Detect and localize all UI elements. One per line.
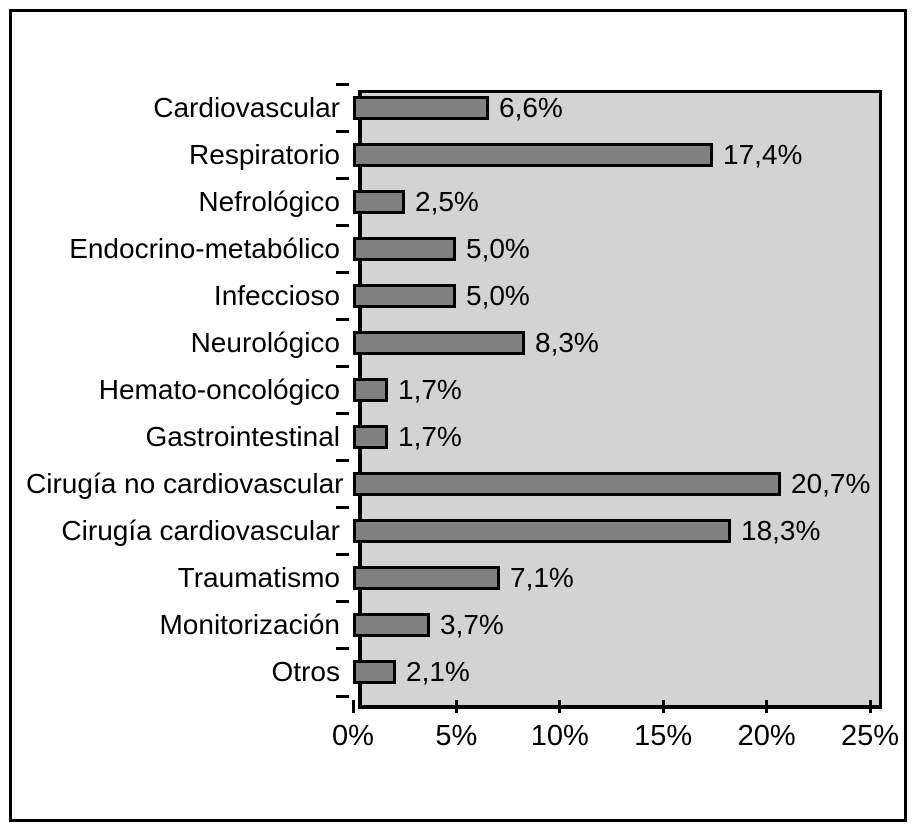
- x-axis-tick: [765, 700, 769, 713]
- category-label: Nefrológico: [198, 185, 340, 217]
- x-axis-tick-label: 25%: [840, 720, 900, 752]
- bar: [353, 142, 713, 167]
- y-axis-tick: [336, 82, 349, 86]
- value-label: 3,7%: [440, 609, 504, 641]
- value-label: 6,6%: [499, 91, 563, 123]
- x-axis-tick: [661, 700, 665, 713]
- value-label: 17,4%: [723, 138, 803, 170]
- category-label: Cardiovascular: [153, 91, 340, 123]
- y-axis-tick: [336, 647, 349, 651]
- category-label: Traumatismo: [177, 562, 340, 594]
- bar: [353, 95, 489, 120]
- y-axis-tick: [336, 459, 349, 463]
- value-label: 20,7%: [791, 468, 871, 500]
- bar: [353, 660, 396, 685]
- y-axis-tick: [336, 270, 349, 274]
- bar: [353, 613, 430, 638]
- category-label: Cirugía no cardiovascular: [26, 468, 344, 500]
- category-label: Infeccioso: [213, 279, 340, 311]
- bar: [353, 236, 456, 261]
- value-label: 2,1%: [406, 656, 470, 688]
- y-axis-tick: [336, 223, 349, 227]
- value-label: 1,7%: [398, 421, 462, 453]
- value-label: 7,1%: [510, 562, 574, 594]
- bar: [353, 519, 731, 544]
- value-label: 2,5%: [415, 185, 479, 217]
- value-label: 18,3%: [741, 515, 821, 547]
- category-label: Gastrointestinal: [145, 421, 340, 453]
- bar: [353, 472, 781, 497]
- y-axis-tick: [336, 176, 349, 180]
- figure-frame-border: Cardiovascular Respiratorio Nefrológico End…: [9, 9, 907, 822]
- y-axis-tick: [336, 412, 349, 416]
- category-label: Monitorización: [159, 609, 340, 641]
- category-label: Cirugía cardiovascular: [61, 515, 340, 547]
- bar: [353, 425, 388, 450]
- x-axis-tick-label: 5%: [435, 720, 478, 752]
- value-label: 5,0%: [466, 279, 530, 311]
- x-axis-tick-label: 0%: [332, 720, 374, 752]
- x-axis-tick: [558, 700, 562, 713]
- x-axis-tick-label: 10%: [530, 720, 589, 752]
- bar: [353, 189, 405, 214]
- x-axis-tick: [454, 700, 458, 713]
- value-label: 5,0%: [466, 232, 530, 264]
- value-label: 1,7%: [398, 374, 462, 405]
- category-label: Otros: [271, 656, 340, 688]
- bar: [353, 378, 388, 402]
- category-label: Neurológico: [190, 326, 340, 358]
- plot-area: [358, 90, 882, 709]
- value-label: 8,3%: [535, 326, 599, 358]
- y-axis-tick: [336, 364, 349, 368]
- y-axis-tick: [336, 694, 349, 698]
- category-label: Respiratorio: [189, 138, 340, 170]
- category-label: Endocrino-metabólico: [69, 232, 340, 264]
- x-axis-tick: [351, 700, 355, 713]
- x-axis-tick: [868, 700, 872, 713]
- y-axis-tick: [336, 317, 349, 321]
- y-axis-tick: [336, 600, 349, 604]
- x-axis-tick-label: 20%: [737, 720, 796, 752]
- x-axis-tick-label: 15%: [634, 720, 693, 752]
- bar: [353, 330, 525, 355]
- y-axis-tick: [336, 506, 349, 510]
- category-label: Hemato-oncológico: [98, 374, 340, 405]
- y-axis-tick: [336, 553, 349, 557]
- bar: [353, 283, 456, 308]
- bar: [353, 566, 500, 591]
- y-axis-tick: [336, 129, 349, 133]
